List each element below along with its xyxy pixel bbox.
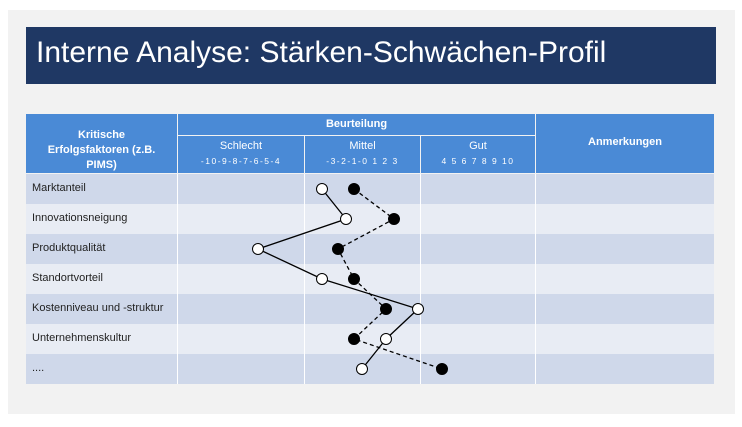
rating-header-cell: Beurteilung [178,114,535,135]
filled-point-marker [388,213,400,225]
profile-table: Kritische Erfolgsfaktoren (z.B. PIMS) Be… [26,114,714,384]
open-point-marker [356,363,368,375]
table-row: Kostenniveau und -struktur [26,294,714,324]
table-row: Unternehmenskultur [26,324,714,354]
column-divider [304,174,305,384]
column-divider [420,174,421,384]
scale-values: 4 5 6 7 8 9 10 [441,156,515,166]
scale-values: -3-2-1-0 1 2 3 [326,156,399,166]
open-point-marker [252,243,264,255]
factor-label: Standortvorteil [32,272,103,284]
open-point-marker [316,183,328,195]
rating-header: Beurteilung [325,118,388,130]
scale-values: -10-9-8-7-6-5-4 [200,156,282,166]
factor-label: Marktanteil [32,182,86,194]
filled-point-marker [348,333,360,345]
factor-label: Unternehmenskultur [32,332,132,344]
filled-point-marker [332,243,344,255]
title-bar: Interne Analyse: Stärken-Schwächen-Profi… [26,27,716,84]
open-point-marker [340,213,352,225]
filled-point-marker [436,363,448,375]
factor-header-cell: Kritische Erfolgsfaktoren (z.B. PIMS) [26,114,177,173]
factor-header: Kritische Erfolgsfaktoren (z.B. PIMS) [47,129,156,171]
table-row: Innovationsneigung [26,204,714,234]
table-row: Marktanteil [26,174,714,204]
scale-group-bad: Schlecht -10-9-8-7-6-5-4 [178,136,304,173]
notes-header-cell: Anmerkungen [536,114,714,173]
table-row: Produktqualität [26,234,714,264]
scale-group-medium: Mittel -3-2-1-0 1 2 3 [305,136,420,173]
notes-header: Anmerkungen [588,136,662,148]
scale-group-label: Mittel [349,140,376,152]
factor-label: Innovationsneigung [32,212,128,224]
scale-group-label: Schlecht [219,140,263,152]
column-divider [535,174,536,384]
table-row: Standortvorteil [26,264,714,294]
profile-chart [252,183,448,375]
open-point-marker [380,333,392,345]
column-divider [177,174,178,384]
factor-label: Kostenniveau und -struktur [32,302,164,314]
factor-label: Produktqualität [32,242,106,254]
scale-group-label: Gut [469,140,487,152]
page-title: Interne Analyse: Stärken-Schwächen-Profi… [36,36,607,69]
filled-point-marker [348,183,360,195]
factor-label: .... [32,362,45,374]
scale-group-good: Gut 4 5 6 7 8 9 10 [421,136,535,173]
open-point-marker [412,303,424,315]
filled-point-marker [348,273,360,285]
filled-point-marker [380,303,392,315]
open-point-marker [316,273,328,285]
